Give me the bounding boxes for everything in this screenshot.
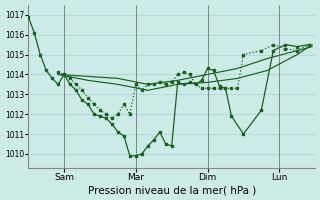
X-axis label: Pression niveau de la mer( hPa ): Pression niveau de la mer( hPa ) [88,185,256,195]
